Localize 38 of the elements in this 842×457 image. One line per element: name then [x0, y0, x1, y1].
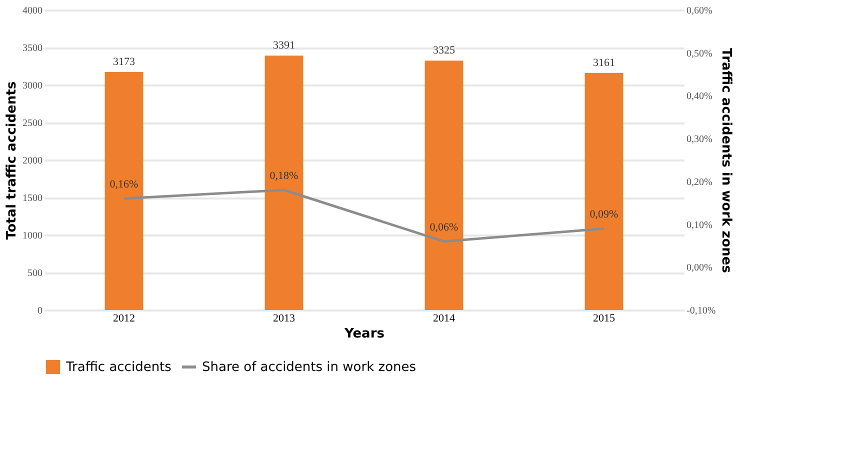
- y2-axis-title: Traffic accidents in work zones: [718, 48, 734, 274]
- bar: [584, 72, 624, 310]
- y-axis-title: Total traffic accidents: [4, 81, 20, 240]
- data-label: 3391: [273, 40, 295, 52]
- data-label: 0,18%: [270, 170, 298, 182]
- x-tick-label: 2013: [273, 312, 296, 324]
- legend-label: Share of accidents in work zones: [202, 360, 416, 375]
- x-tick-label: 2012: [113, 312, 135, 324]
- y2-tick-label: 0,20%: [686, 176, 712, 188]
- y-tick-label: 3000: [22, 80, 42, 92]
- y-tick-label: 1000: [22, 230, 42, 242]
- y-tick-label: 2000: [22, 156, 42, 166]
- legend-label: Traffic accidents: [65, 360, 172, 375]
- y2-tick-label: 0,50%: [686, 48, 712, 60]
- x-tick-label: 2015: [593, 312, 616, 324]
- y-tick-label: 500: [28, 268, 42, 279]
- y-tick-label: 0: [38, 306, 42, 316]
- y-tick-label: 1500: [22, 193, 42, 204]
- bar: [424, 60, 464, 310]
- bar: [104, 72, 144, 310]
- x-tick-label: 2014: [433, 312, 456, 324]
- data-label: 3325: [433, 44, 456, 57]
- data-label: 3173: [113, 56, 136, 68]
- y2-tick-label: 0,60%: [686, 6, 712, 16]
- y-tick-label: 3500: [22, 43, 42, 54]
- data-label: 0,06%: [430, 221, 458, 234]
- data-label: 0,09%: [590, 208, 618, 221]
- data-label: 0,16%: [110, 178, 138, 191]
- y-tick-label: 4000: [22, 6, 42, 16]
- x-axis-title: Years: [344, 326, 385, 342]
- data-label: 3161: [593, 56, 615, 69]
- y2-tick-label: 0,30%: [686, 134, 712, 146]
- y2-tick-label: -0,10%: [686, 306, 716, 316]
- y2-tick-label: 0,00%: [686, 262, 712, 274]
- bar: [264, 56, 304, 310]
- y2-tick-label: 0,40%: [686, 91, 712, 102]
- y2-tick-label: 0,10%: [686, 220, 712, 231]
- y-tick-label: 2500: [22, 118, 42, 129]
